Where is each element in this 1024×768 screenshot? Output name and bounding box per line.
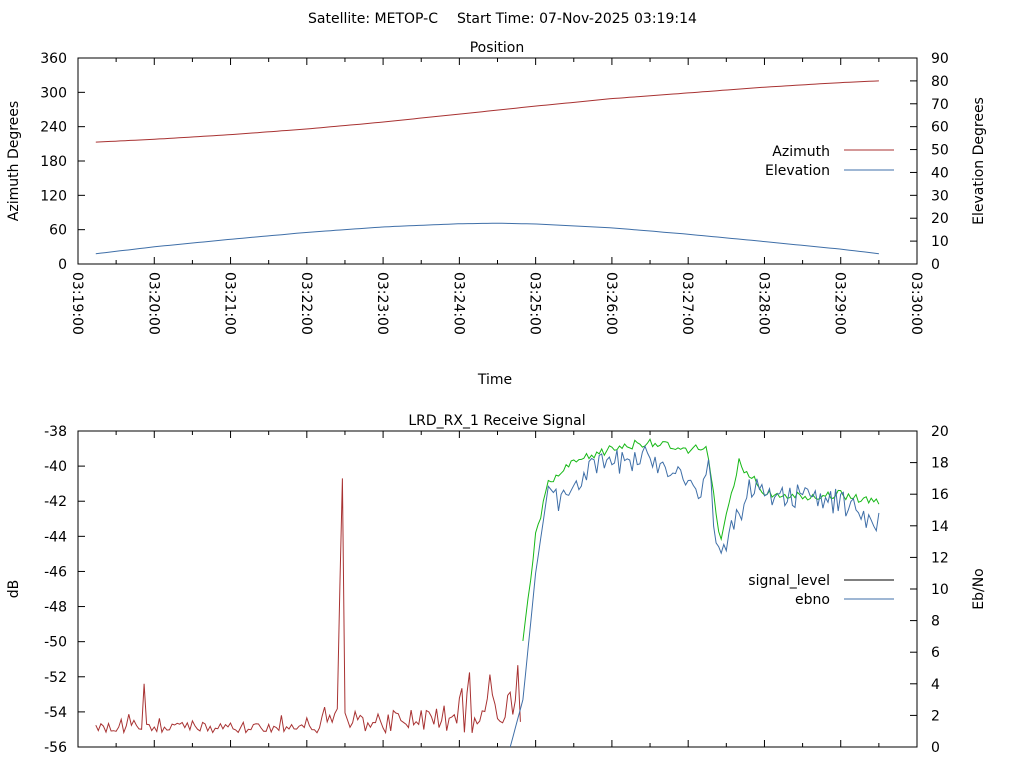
series-line-elevation	[95, 222, 879, 255]
position-x-tick-label: 03:22:00	[298, 272, 314, 335]
series-line-azimuth	[95, 80, 879, 143]
position-y-tick-label: 240	[40, 120, 67, 136]
position-y2-tick-label: 50	[931, 143, 949, 159]
position-x-tick-label: 03:23:00	[374, 272, 390, 335]
position-chart-title: Position	[470, 40, 525, 56]
position-y-tick-label: 60	[49, 223, 67, 239]
position-x-tick-label: 03:27:00	[679, 272, 695, 335]
position-x-tick-label: 03:30:00	[908, 272, 924, 335]
position-y-tick-label: 300	[40, 85, 67, 101]
position-y2-tick-label: 30	[931, 188, 949, 204]
signal-y2-tick-label: 16	[931, 487, 949, 503]
signal-y2-tick-label: 12	[931, 550, 949, 566]
position-chart: Position Azimuth Degrees Elevation Degre…	[6, 40, 987, 388]
satellite-label: Satellite: METOP-C	[308, 11, 438, 27]
signal-y-tick-label: -44	[44, 529, 67, 545]
position-x-tick-label: 03:26:00	[603, 272, 619, 335]
position-y-tick-label: 0	[58, 257, 67, 273]
signal-plot-frame	[77, 430, 918, 748]
position-y2-tick-label: 90	[931, 51, 949, 67]
signal-y-tick-label: -42	[44, 494, 67, 510]
signal-legend: signal_level ebno	[748, 573, 894, 608]
series-line-signal-level-locked	[522, 438, 880, 641]
position-y2-tick-label: 60	[931, 120, 949, 136]
position-x-tick-label: 03:24:00	[450, 272, 466, 335]
signal-y2-tick-label: 2	[931, 708, 940, 724]
position-y-tick-label: 120	[40, 188, 67, 204]
position-x-tick-label: 03:25:00	[527, 272, 543, 335]
signal-y-axis-label: dB	[6, 580, 22, 599]
signal-y2-tick-label: 8	[931, 614, 940, 630]
signal-y2-tick-label: 0	[931, 740, 940, 756]
legend-label-azimuth: Azimuth	[772, 144, 830, 160]
signal-y-tick-label: -56	[44, 740, 67, 756]
position-y2-tick-label: 0	[931, 257, 940, 273]
signal-y2-tick-label: 14	[931, 519, 949, 535]
position-y2-tick-label: 40	[931, 165, 949, 181]
position-x-axis-label: Time	[477, 372, 512, 388]
signal-y-tick-label: -46	[44, 564, 67, 580]
legend-label-ebno: ebno	[795, 592, 830, 608]
position-x-tick-label: 03:19:00	[69, 272, 85, 335]
legend-label-signal-level: signal_level	[748, 573, 830, 589]
signal-y2-tick-label: 20	[931, 424, 949, 440]
series-line-ebno	[509, 444, 880, 748]
series-line-signal-level-noise	[95, 478, 521, 735]
signal-y2-axis-label: Eb/No	[971, 568, 987, 610]
position-y2-tick-label: 10	[931, 234, 949, 250]
position-y2-tick-label: 70	[931, 97, 949, 113]
start-time-label: Start Time: 07-Nov-2025 03:19:14	[457, 11, 697, 27]
position-y2-tick-label: 20	[931, 211, 949, 227]
position-x-tick-label: 03:20:00	[145, 272, 161, 335]
position-y-axis-label: Azimuth Degrees	[6, 101, 22, 221]
signal-y-tick-label: -40	[44, 459, 67, 475]
signal-y2-tick-label: 10	[931, 582, 949, 598]
signal-y-tick-label: -54	[44, 705, 67, 721]
position-y-tick-label: 180	[40, 154, 67, 170]
position-x-tick-label: 03:28:00	[755, 272, 771, 335]
position-x-tick-label: 03:29:00	[832, 272, 848, 335]
signal-chart-title: LRD_RX_1 Receive Signal	[408, 413, 585, 429]
legend-label-elevation: Elevation	[765, 163, 830, 179]
signal-y-tick-label: -48	[44, 600, 67, 616]
signal-y2-tick-label: 18	[931, 456, 949, 472]
position-legend: Azimuth Elevation	[765, 144, 894, 179]
position-y-tick-label: 360	[40, 51, 67, 67]
position-plot-frame	[77, 57, 918, 265]
position-y2-tick-label: 80	[931, 74, 949, 90]
position-x-tick-label: 03:21:00	[222, 272, 238, 335]
signal-y-tick-label: -50	[44, 635, 67, 651]
signal-y-tick-label: -52	[44, 670, 67, 686]
signal-y2-tick-label: 6	[931, 645, 940, 661]
receive-signal-chart: LRD_RX_1 Receive Signal dB Eb/No -56 -54 -…	[6, 413, 987, 756]
position-y2-axis-label: Elevation Degrees	[971, 97, 987, 225]
signal-y-tick-label: -38	[44, 424, 67, 440]
signal-y2-tick-label: 4	[931, 677, 940, 693]
